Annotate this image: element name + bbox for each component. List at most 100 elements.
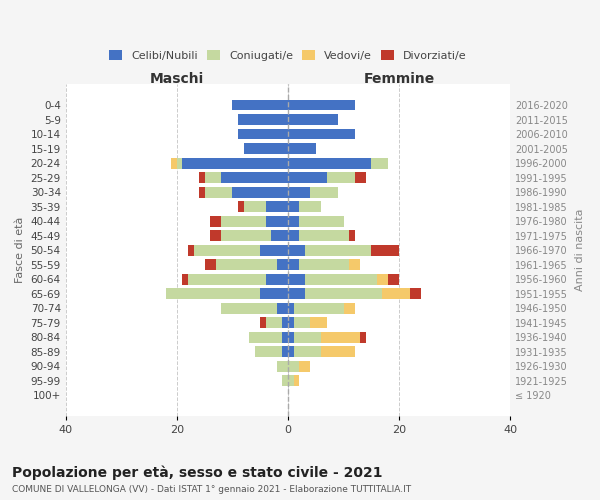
Bar <box>221 303 277 314</box>
Bar <box>288 114 338 125</box>
Bar <box>283 332 288 343</box>
Bar <box>299 260 349 270</box>
Bar <box>271 230 288 241</box>
Bar <box>177 158 182 168</box>
Bar <box>283 376 288 386</box>
Y-axis label: Fasce di età: Fasce di età <box>15 217 25 284</box>
Bar <box>349 230 355 241</box>
Bar <box>283 318 288 328</box>
Bar <box>266 274 288 284</box>
Bar <box>277 260 288 270</box>
Bar <box>205 186 232 198</box>
Bar <box>238 201 244 212</box>
Bar <box>293 376 299 386</box>
Text: COMUNE DI VALLELONGA (VV) - Dati ISTAT 1° gennaio 2021 - Elaborazione TUTTITALIA: COMUNE DI VALLELONGA (VV) - Dati ISTAT 1… <box>12 485 411 494</box>
Bar <box>299 361 310 372</box>
Bar <box>305 245 371 256</box>
Bar <box>249 332 283 343</box>
Bar <box>293 318 310 328</box>
Bar <box>244 143 288 154</box>
Bar <box>371 245 399 256</box>
Bar <box>260 245 288 256</box>
Bar <box>288 376 293 386</box>
Text: Femmine: Femmine <box>364 72 435 86</box>
Bar <box>166 288 260 299</box>
Bar <box>299 230 349 241</box>
Bar <box>322 346 355 358</box>
Bar <box>232 186 288 198</box>
Bar <box>260 318 266 328</box>
Bar <box>305 274 377 284</box>
Bar <box>299 216 344 226</box>
Bar <box>232 100 288 110</box>
Bar <box>188 274 266 284</box>
Bar <box>221 230 271 241</box>
Bar <box>410 288 421 299</box>
Bar <box>377 274 388 284</box>
Bar <box>182 158 288 168</box>
Bar <box>266 318 283 328</box>
Bar <box>310 318 327 328</box>
Bar <box>244 201 266 212</box>
Bar <box>188 245 194 256</box>
Bar <box>288 172 327 183</box>
Bar <box>344 303 355 314</box>
Bar <box>382 288 410 299</box>
Bar <box>199 172 205 183</box>
Text: Maschi: Maschi <box>150 72 204 86</box>
Bar <box>288 318 293 328</box>
Bar <box>349 260 360 270</box>
Bar <box>238 114 288 125</box>
Bar <box>210 216 221 226</box>
Bar <box>288 128 355 140</box>
Bar <box>293 303 344 314</box>
Bar <box>221 216 266 226</box>
Bar <box>288 288 305 299</box>
Bar <box>266 216 288 226</box>
Bar <box>305 288 382 299</box>
Bar <box>388 274 399 284</box>
Bar <box>310 186 338 198</box>
Bar <box>288 201 299 212</box>
Bar <box>288 274 305 284</box>
Bar <box>266 201 288 212</box>
Bar <box>288 216 299 226</box>
Bar <box>293 332 322 343</box>
Bar <box>288 332 293 343</box>
Bar <box>182 274 188 284</box>
Bar <box>288 361 299 372</box>
Bar <box>288 260 299 270</box>
Bar <box>288 100 355 110</box>
Bar <box>293 346 322 358</box>
Bar <box>360 332 366 343</box>
Bar <box>221 172 288 183</box>
Bar <box>210 230 221 241</box>
Bar <box>288 245 305 256</box>
Bar <box>288 186 310 198</box>
Bar <box>322 332 360 343</box>
Bar <box>371 158 388 168</box>
Bar <box>205 260 216 270</box>
Bar <box>288 158 371 168</box>
Bar <box>299 201 322 212</box>
Legend: Celibi/Nubili, Coniugati/e, Vedovi/e, Divorziati/e: Celibi/Nubili, Coniugati/e, Vedovi/e, Di… <box>106 47 470 64</box>
Text: Popolazione per età, sesso e stato civile - 2021: Popolazione per età, sesso e stato civil… <box>12 465 383 479</box>
Bar <box>277 303 288 314</box>
Y-axis label: Anni di nascita: Anni di nascita <box>575 209 585 292</box>
Bar <box>327 172 355 183</box>
Bar <box>199 186 205 198</box>
Bar <box>260 288 288 299</box>
Bar <box>216 260 277 270</box>
Bar <box>171 158 177 168</box>
Bar <box>288 346 293 358</box>
Bar <box>355 172 366 183</box>
Bar <box>238 128 288 140</box>
Bar <box>288 143 316 154</box>
Bar <box>288 303 293 314</box>
Bar <box>288 230 299 241</box>
Bar <box>254 346 283 358</box>
Bar <box>277 361 288 372</box>
Bar <box>283 346 288 358</box>
Bar <box>194 245 260 256</box>
Bar <box>205 172 221 183</box>
